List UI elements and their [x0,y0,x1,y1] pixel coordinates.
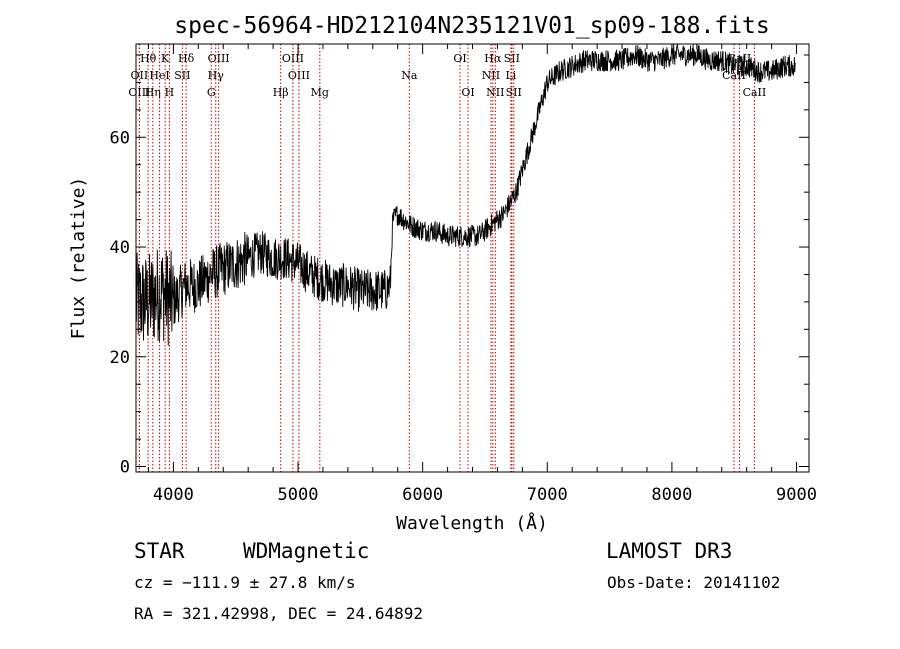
line-marker-label: OIII [288,69,310,82]
line-marker-label: HeI [149,69,169,82]
line-marker-label: Hθ [140,52,157,65]
line-marker-label: SII [504,52,520,65]
y-tick-label: 40 [110,238,130,258]
line-marker-label: SII [174,69,190,82]
x-tick-label: 6000 [402,485,443,505]
y-tick-label: 60 [110,128,130,148]
x-axis: 4000 5000 6000 7000 8000 9000 [147,44,817,505]
redshift-label: cz = −111.9 ± 27.8 km/s [134,573,356,592]
x-tick-label: 4000 [153,485,194,505]
chart-title: spec-56964-HD212104N235121V01_sp09-188.f… [174,13,769,39]
line-marker-label: Mg [311,86,329,99]
line-marker-label: NII [486,86,504,99]
x-axis-label: Wavelength (Å) [396,512,548,534]
spectrum-series [135,43,796,346]
y-axis-label: Flux (relative) [68,177,89,340]
line-marker-label: Hβ [273,86,289,99]
line-marker-label: K [161,52,170,65]
line-marker-label: OIII [282,52,304,65]
line-marker-label: Hα [484,52,502,65]
line-marker-label: NII [482,69,500,82]
line-marker-label: Hγ [208,69,225,82]
coordinates-label: RA = 321.42998, DEC = 24.64892 [134,604,423,623]
line-marker-label: Hη [145,86,161,99]
x-tick-label: 8000 [651,485,692,505]
line-marker-label: Hδ [178,52,195,65]
line-marker-label: OI [453,52,466,65]
y-axis: 0 20 40 60 [110,54,809,478]
line-marker-label: OIII [208,52,230,65]
line-marker-label: CaII [743,86,767,99]
line-marker-label: OI [461,86,474,99]
x-tick-label: 7000 [527,485,568,505]
line-marker-label: SII [506,86,522,99]
survey-label: LAMOST DR3 [606,539,732,563]
line-marker-label: CaII [722,69,746,82]
line-marker-label: Li [505,69,516,82]
subclass-label: WDMagnetic [243,539,369,563]
x-tick-label: 9000 [776,485,817,505]
line-marker-label: H [165,86,175,99]
class-label: STAR [134,539,185,563]
spectrum-line [135,43,796,346]
line-marker-label: G [207,86,216,99]
line-marker-label: Na [401,69,418,82]
line-marker-label: OIII [128,86,150,99]
x-tick-label: 5000 [278,485,319,505]
y-tick-label: 0 [120,458,130,478]
y-tick-label: 20 [110,348,130,368]
obs-date-label: Obs-Date: 20141102 [607,573,780,592]
